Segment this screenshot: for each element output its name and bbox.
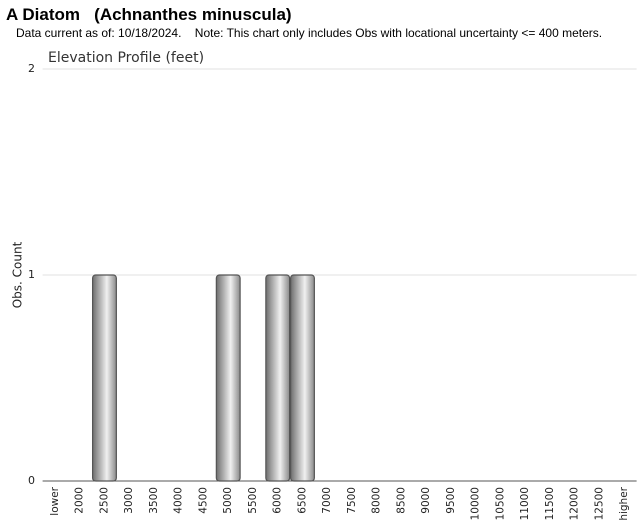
x-tick-label: 10500 [494,487,506,520]
bar [91,274,117,482]
x-tick-label: 5500 [247,487,259,514]
x-tick-label: 3500 [148,487,160,514]
x-tick-label: 11500 [544,487,556,520]
x-tick-label: 8500 [395,487,407,514]
x-tick-label: 11000 [519,487,531,520]
y-tick-label: 2 [28,62,35,75]
subtitle: Data current as of: 10/18/2024. Note: Th… [16,26,603,40]
x-tick-label: 2500 [98,487,110,514]
chart-title: Elevation Profile (feet) [48,50,204,66]
x-tick-label: higher [618,486,630,520]
bar [215,274,241,482]
y-axis-label: Obs. Count [11,241,25,308]
x-tick-label: 12500 [593,487,605,520]
x-tick-label: 4500 [197,487,209,514]
x-tick-label: 5000 [222,487,234,514]
title: A Diatom (Achnanthes minuscula) [6,5,292,24]
bar [289,274,315,482]
x-tick-label: 6500 [296,487,308,514]
bar [265,274,291,482]
x-tick-label: 12000 [569,487,581,520]
y-tick-label: 0 [28,474,35,487]
x-tick-label: 6000 [272,487,284,514]
x-tick-label: 9500 [445,487,457,514]
x-tick-label: 3000 [123,487,135,514]
x-tick-label: 10000 [470,487,482,520]
x-tick-label: lower [49,486,61,515]
x-tick-label: 2000 [74,487,86,514]
x-tick-label: 8000 [371,487,383,514]
y-tick-label: 1 [28,268,35,281]
x-tick-label: 7000 [321,487,333,514]
x-tick-label: 4000 [173,487,185,514]
x-tick-label: 7500 [346,487,358,514]
x-tick-label: 9000 [420,487,432,514]
